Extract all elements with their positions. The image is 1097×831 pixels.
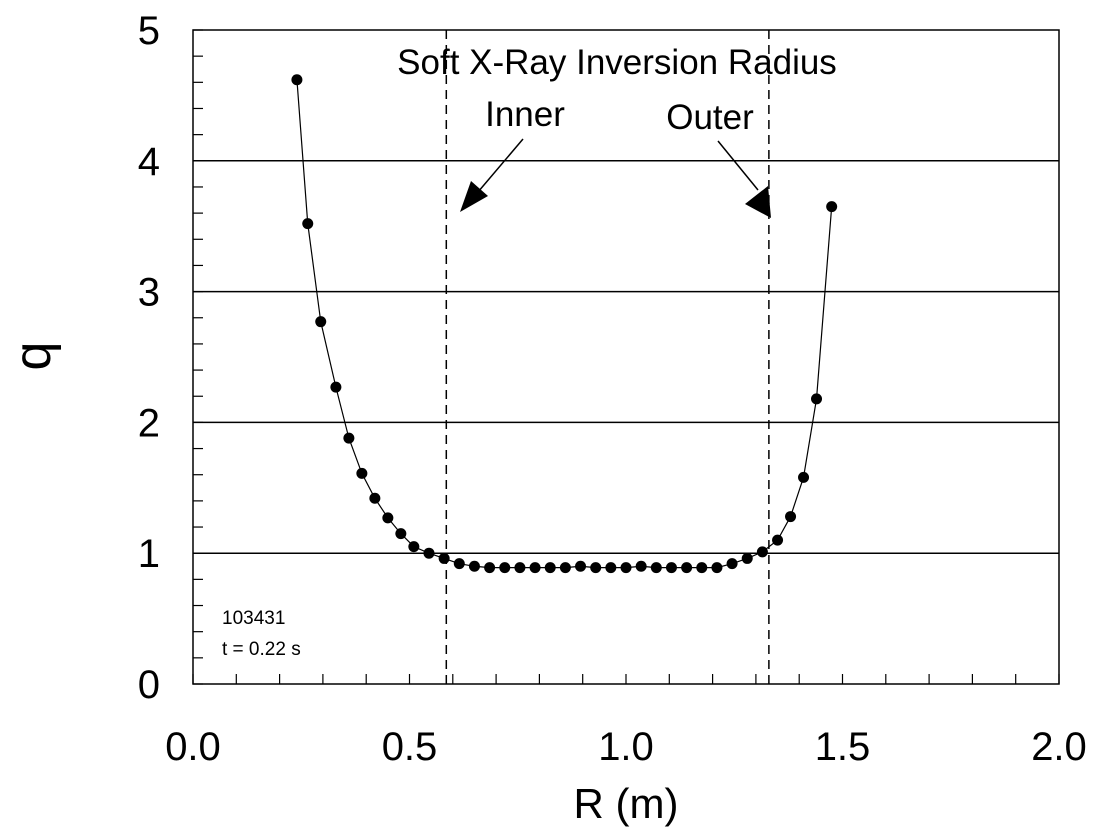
data-point: [772, 534, 784, 546]
data-point: [438, 552, 450, 564]
outer-arrow-shaft: [717, 140, 759, 191]
data-point: [559, 562, 571, 574]
data-point: [468, 560, 480, 572]
data-point: [635, 560, 647, 572]
data-point: [343, 432, 355, 444]
data-point: [499, 562, 511, 574]
inversion-radius-lines: [445, 30, 770, 684]
data-point: [423, 547, 435, 559]
reference-lines: [193, 160, 1059, 554]
x-tick-label: 0.0: [165, 725, 221, 769]
data-point: [291, 74, 303, 86]
data-point: [484, 562, 496, 574]
y-tick-label: 3: [138, 271, 160, 315]
data-point: [650, 562, 662, 574]
data-point: [514, 562, 526, 574]
data-point: [620, 562, 632, 574]
data-point: [741, 552, 753, 564]
x-axis-title: R (m): [574, 780, 679, 827]
x-tick-label: 2.0: [1031, 725, 1087, 769]
x-tick-label: 1.5: [815, 725, 871, 769]
axis-ticks: [192, 29, 1060, 685]
outer-label: Outer: [666, 98, 754, 137]
data-point: [575, 560, 587, 572]
data-point: [356, 467, 368, 479]
data-point: [315, 316, 327, 328]
data-point: [529, 562, 541, 574]
data-point: [408, 541, 420, 553]
shot-time: t = 0.22 s: [222, 639, 301, 660]
tick-labels: 0.0 0.5 1.0 1.5 2.0 0 1 2 3 4 5: [138, 9, 1087, 769]
y-tick-label: 4: [138, 140, 160, 184]
plot-frame: [192, 29, 1060, 685]
data-point: [544, 562, 556, 574]
data-point: [453, 558, 465, 570]
data-point: [756, 546, 768, 558]
data-point: [369, 492, 381, 504]
data-series: [291, 74, 838, 574]
data-point: [785, 511, 797, 523]
data-point: [302, 218, 314, 230]
inversion-radius-title: Soft X-Ray Inversion Radius: [397, 43, 837, 82]
data-point: [382, 512, 394, 524]
inner-arrow-head: [460, 181, 488, 212]
data-point: [696, 562, 708, 574]
data-point: [665, 562, 677, 574]
data-point: [826, 201, 838, 213]
data-point: [681, 562, 693, 574]
data-point: [811, 393, 823, 405]
shot-number: 103431: [222, 608, 285, 629]
y-tick-label: 2: [138, 401, 160, 445]
data-point: [711, 562, 723, 574]
data-point: [590, 562, 602, 574]
inner-label: Inner: [485, 95, 565, 134]
data-point: [330, 381, 342, 393]
y-tick-label: 0: [138, 663, 160, 707]
y-tick-label: 1: [138, 532, 160, 576]
y-axis-title: q: [4, 342, 62, 371]
y-tick-label: 5: [138, 9, 160, 53]
data-point: [726, 558, 738, 570]
inner-arrow-shaft: [477, 138, 524, 193]
outer-arrow-head: [745, 186, 771, 218]
data-point: [798, 471, 810, 483]
x-tick-label: 1.0: [598, 725, 654, 769]
x-tick-label: 0.5: [382, 725, 438, 769]
data-point: [395, 528, 407, 540]
data-point: [605, 562, 617, 574]
